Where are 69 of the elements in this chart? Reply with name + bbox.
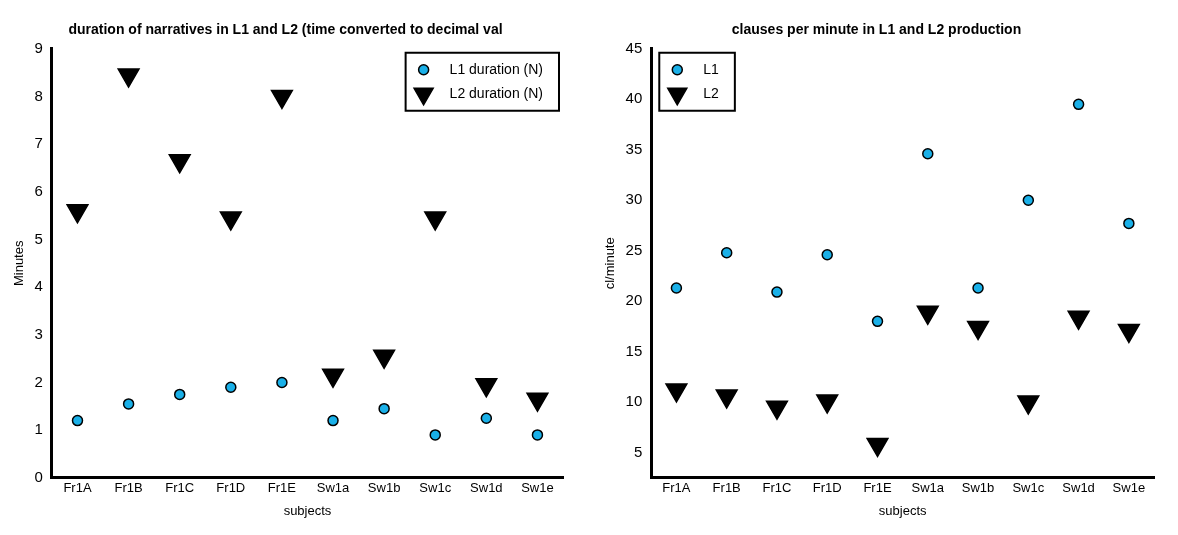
chart-title: clauses per minute in L1 and L2 production	[731, 21, 1022, 38]
y-tick-label: 25	[625, 240, 643, 258]
y-tick-label: 35	[625, 139, 643, 157]
y-tick-label: 3	[34, 324, 43, 342]
y-axis-title: Minutes	[11, 240, 27, 287]
x-tick-label: Sw1e	[521, 480, 554, 496]
point	[972, 282, 984, 294]
chart-title: duration of narratives in L1 and L2 (time converted to decimal val	[68, 21, 503, 38]
x-tick-label: Fr1B	[712, 480, 741, 496]
y-tick-label: 8	[34, 86, 43, 104]
y-tick-label: 45	[625, 38, 643, 56]
y-tick-label: 1	[34, 420, 43, 438]
point	[715, 389, 738, 409]
x-tick-label: Sw1d	[1062, 480, 1095, 496]
legend-label: L2	[703, 84, 720, 101]
y-tick-label: 15	[625, 341, 643, 359]
x-tick-label: Sw1c	[419, 480, 452, 496]
legend-label: L1	[703, 60, 720, 77]
x-tick-label: Sw1b	[367, 480, 401, 496]
point	[1117, 323, 1141, 344]
point	[866, 437, 889, 458]
point	[720, 246, 733, 259]
point	[771, 286, 783, 298]
legend-label: L2 duration (N)	[449, 84, 544, 101]
x-tick-label: Fr1E	[863, 480, 892, 496]
x-tick-label: Fr1E	[267, 480, 297, 496]
point	[765, 400, 789, 420]
legend-label: L1 duration (N)	[449, 60, 544, 77]
y-tick-label: 0	[34, 467, 43, 485]
x-tick-label: Sw1a	[911, 480, 945, 496]
point	[871, 315, 884, 328]
y-tick-label: 5	[633, 442, 643, 460]
x-tick-label: Sw1b	[961, 480, 995, 496]
point	[1017, 395, 1040, 415]
x-tick-label: Sw1a	[316, 480, 351, 496]
y-tick-label: 9	[34, 38, 43, 56]
x-tick-label: Fr1A	[63, 480, 92, 496]
y-tick-label: 20	[625, 291, 643, 309]
x-tick-label: Fr1C	[762, 480, 792, 496]
x-tick-label: Sw1e	[1112, 480, 1146, 496]
point	[916, 305, 939, 326]
y-tick-label: 40	[625, 89, 643, 107]
point	[1123, 217, 1135, 230]
point	[1022, 194, 1035, 206]
y-tick-label: 6	[34, 181, 43, 199]
point	[670, 282, 683, 294]
y-tick-label: 5	[34, 229, 43, 247]
y-tick-label: 10	[625, 392, 643, 410]
point	[922, 148, 934, 160]
point	[1067, 310, 1090, 331]
point	[816, 394, 839, 414]
x-tick-label: Fr1D	[216, 480, 246, 496]
x-axis-title: subjects	[283, 502, 332, 518]
point	[1072, 98, 1085, 111]
y-tick-label: 4	[34, 277, 43, 295]
x-tick-label: Fr1C	[165, 480, 195, 496]
point	[966, 320, 990, 341]
point	[821, 248, 833, 261]
y-tick-label: 7	[34, 134, 43, 152]
y-axis-title: cl/minute	[602, 237, 618, 290]
y-tick-label: 2	[34, 372, 43, 390]
x-tick-label: Sw1c	[1012, 480, 1045, 496]
x-tick-label: Fr1A	[662, 480, 691, 496]
y-tick-label: 30	[625, 190, 643, 208]
x-axis-title: subjects	[878, 502, 927, 518]
x-tick-label: Fr1D	[812, 480, 842, 496]
x-tick-label: Sw1d	[470, 480, 503, 496]
point	[665, 383, 688, 403]
x-tick-label: Fr1B	[114, 480, 143, 496]
